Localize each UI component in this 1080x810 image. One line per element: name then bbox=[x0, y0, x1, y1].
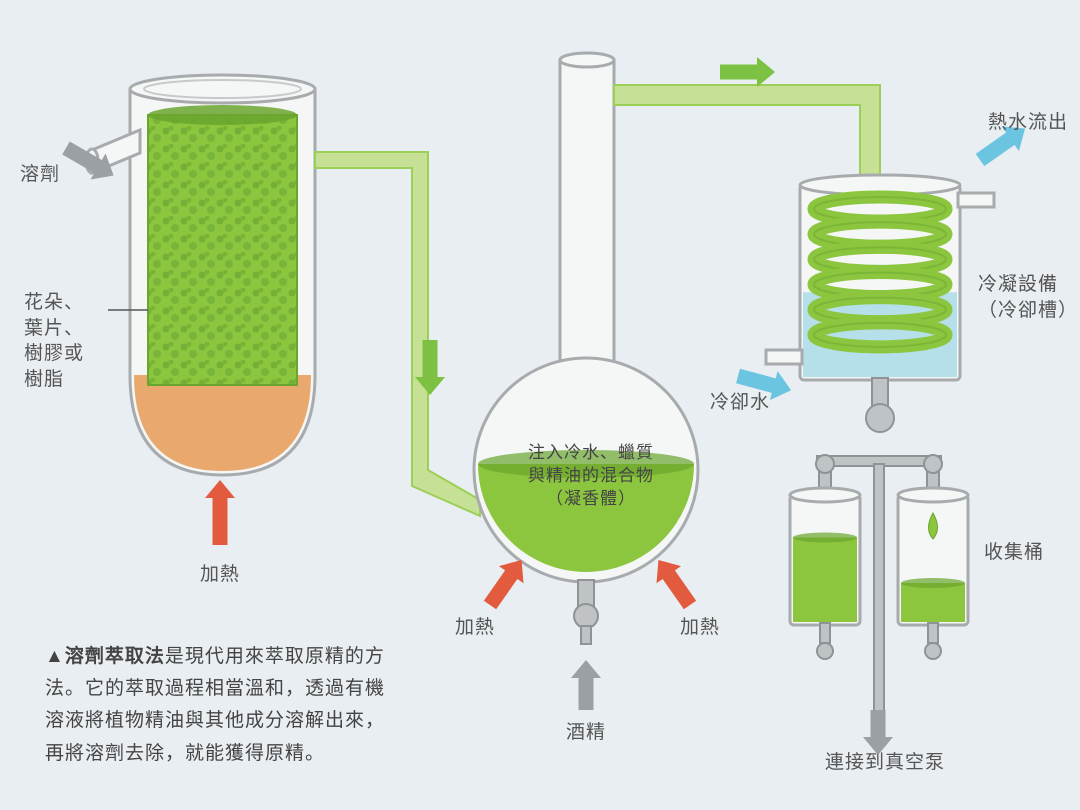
label-solvent: 溶劑 bbox=[20, 162, 60, 188]
label-alcohol: 酒精 bbox=[566, 720, 606, 746]
diagram-stage: 溶劑 花朵、 葉片、 樹膠或 樹脂 加熱 加熱 加熱 注入冷水、蠟質 與精油的混… bbox=[0, 0, 1080, 810]
caption-text: ▲溶劑萃取法是現代用來萃取原精的方法。它的萃取過程相當溫和，透過有機溶液將植物精… bbox=[45, 641, 395, 770]
label-flask-mixture: 注入冷水、蠟質 與精油的混合物 （凝香體） bbox=[516, 442, 666, 511]
label-cooling-water: 冷卻水 bbox=[710, 390, 770, 416]
label-collection: 收集桶 bbox=[984, 540, 1044, 566]
label-heat-flask-right: 加熱 bbox=[680, 615, 720, 641]
label-plant-material: 花朵、 葉片、 樹膠或 樹脂 bbox=[24, 290, 84, 393]
label-hot-water-out: 熱水流出 bbox=[988, 110, 1068, 136]
label-condenser: 冷凝設備 （冷卻槽） bbox=[978, 272, 1078, 323]
label-vacuum-pump: 連接到真空泵 bbox=[825, 750, 945, 776]
caption-title: 溶劑萃取法 bbox=[65, 646, 165, 667]
label-heat-flask-left: 加熱 bbox=[455, 615, 495, 641]
caption-marker: ▲ bbox=[45, 646, 65, 667]
label-heat-vessel: 加熱 bbox=[200, 562, 240, 588]
